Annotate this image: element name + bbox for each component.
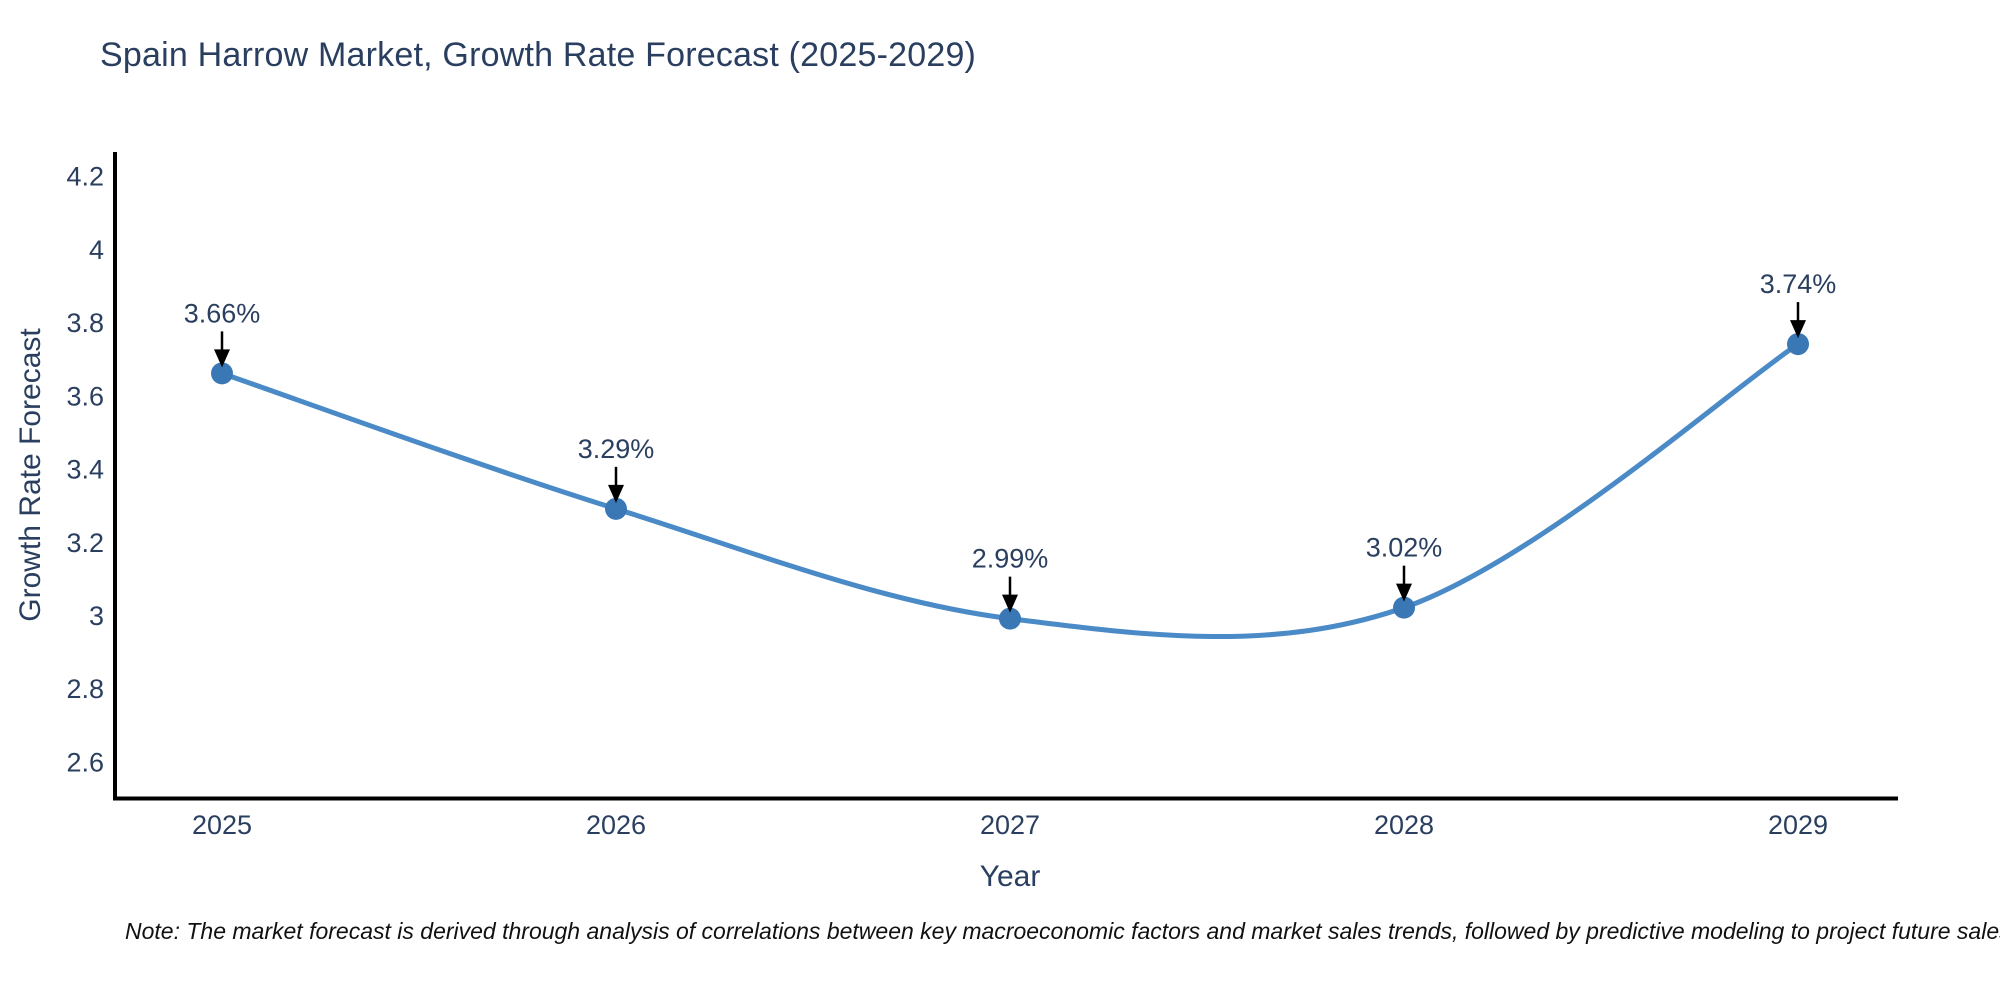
data-point-marker	[999, 607, 1021, 630]
x-tick-label: 2028	[1374, 810, 1434, 840]
annotation-arrowhead-icon	[1002, 594, 1018, 613]
annotation-arrowhead-icon	[1396, 583, 1412, 602]
y-tick-label: 2.8	[66, 674, 104, 704]
x-tick-label: 2027	[980, 810, 1040, 840]
y-axis-title: Growth Rate Forecast	[14, 328, 47, 622]
y-tick-label: 3.8	[66, 308, 104, 338]
x-tick-label: 2026	[586, 810, 646, 840]
footnote: Note: The market forecast is derived thr…	[125, 918, 2000, 944]
series-markers	[211, 333, 1809, 630]
annotation-arrowhead-icon	[608, 484, 624, 503]
y-tick-label: 4.2	[66, 162, 104, 192]
data-point-marker	[605, 497, 627, 520]
x-axis-title: Year	[979, 860, 1041, 893]
data-point-marker	[1393, 596, 1415, 619]
point-annotations: 3.66% 3.29% 2.99% 3.02% 3.74%	[184, 269, 1837, 613]
annotation-arrowhead-icon	[1790, 320, 1806, 339]
x-tick-label: 2029	[1768, 810, 1828, 840]
data-point-marker	[211, 362, 233, 385]
x-axis-tick-labels: 2025 2026 2027 2028 2029	[192, 810, 1828, 840]
y-axis-tick-labels: 4.2 4 3.8 3.6 3.4 3.2 3 2.8 2.6	[66, 162, 104, 778]
y-tick-label: 2.6	[66, 747, 104, 777]
point-value-label: 2.99%	[972, 544, 1049, 574]
chart-title: Spain Harrow Market, Growth Rate Forecas…	[100, 36, 977, 74]
y-tick-label: 3.4	[66, 455, 104, 485]
y-tick-label: 3.2	[66, 528, 104, 558]
y-tick-label: 3.6	[66, 381, 104, 411]
x-tick-label: 2025	[192, 810, 252, 840]
point-value-label: 3.74%	[1760, 269, 1837, 299]
point-value-label: 3.02%	[1366, 533, 1443, 563]
y-tick-label: 4	[89, 235, 104, 265]
point-value-label: 3.29%	[578, 434, 655, 464]
data-point-marker	[1787, 333, 1809, 356]
y-tick-label: 3	[89, 601, 104, 631]
annotation-arrowhead-icon	[214, 349, 230, 368]
point-value-label: 3.66%	[184, 298, 261, 328]
